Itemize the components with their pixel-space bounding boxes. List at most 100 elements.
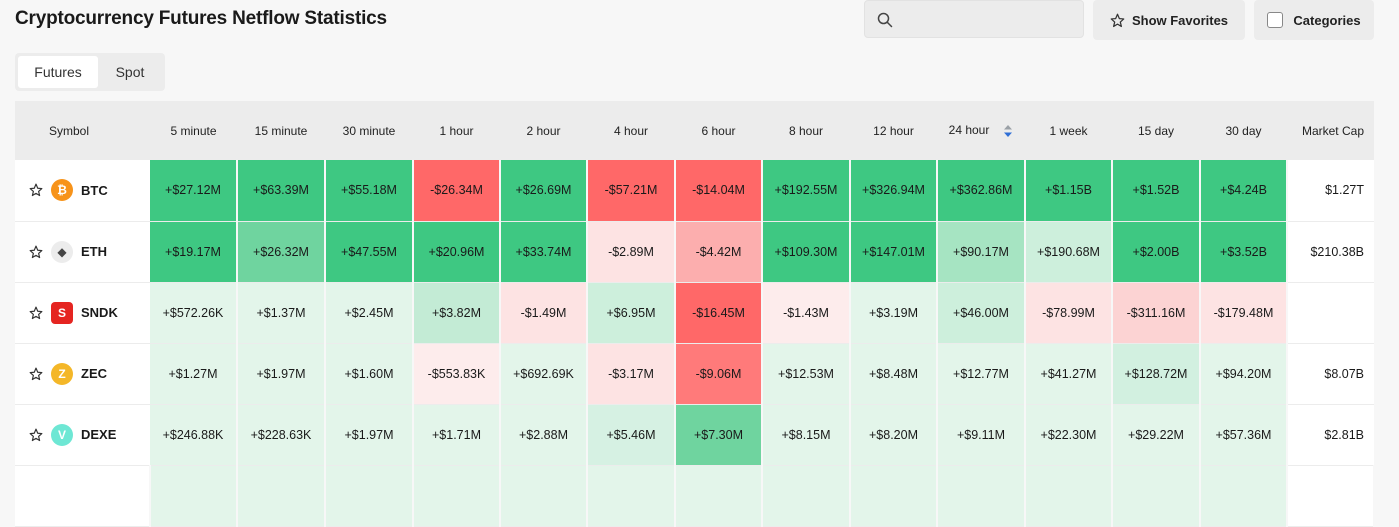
netflow-cell-15-minute: +$1.37M: [237, 282, 326, 344]
netflow-cell-15-minute: +$1.97M: [237, 343, 326, 405]
netflow-cell-5-minute: +$1.27M: [150, 343, 238, 405]
column-header-symbol[interactable]: Symbol: [49, 123, 90, 138]
netflow-cell-24-hour: +$90.17M: [937, 221, 1026, 283]
favorite-star-icon[interactable]: [29, 367, 43, 381]
netflow-cell-30-day: +$3.52B: [1200, 221, 1288, 283]
column-header-15-minute[interactable]: 15 minute: [254, 123, 308, 138]
netflow-cell-5-minute: +$572.26K: [150, 282, 238, 344]
partial-cell: [937, 465, 1026, 527]
dexe-icon: V: [51, 423, 73, 446]
netflow-cell-24-hour: +$46.00M: [937, 282, 1026, 344]
netflow-cell-12-hour: +$3.19M: [850, 282, 938, 344]
categories-label: Categories: [1293, 12, 1361, 28]
market-cap-cell: $1.27T: [1287, 160, 1374, 222]
netflow-cell-15-day: -$311.16M: [1112, 282, 1201, 344]
column-header-6-hour[interactable]: 6 hour: [701, 123, 736, 138]
netflow-cell-2-hour: -$1.49M: [500, 282, 588, 344]
column-header-15-day[interactable]: 15 day: [1137, 123, 1175, 138]
netflow-cell-4-hour: -$3.17M: [587, 343, 676, 405]
partial-cell: [850, 465, 938, 527]
search-box[interactable]: [864, 0, 1084, 38]
netflow-cell-1-hour: +$20.96M: [413, 221, 501, 283]
partial-cell: [325, 465, 414, 527]
netflow-cell-2-hour: +$692.69K: [500, 343, 588, 405]
search-input[interactable]: [901, 7, 1075, 33]
column-header-30-minute[interactable]: 30 minute: [342, 123, 396, 138]
symbol-cell: S SNDK: [15, 282, 150, 344]
market-cap-cell: $210.38B: [1287, 221, 1374, 283]
market-type-toggle: Futures Spot: [15, 53, 165, 91]
favorite-star-icon[interactable]: [29, 245, 43, 259]
show-favorites-label: Show Favorites: [1131, 12, 1229, 28]
table-row[interactable]: S SNDK +$572.26K +$1.37M +$2.45M +$3.82M -$1.4…: [15, 282, 1374, 344]
netflow-cell-2-hour: +$26.69M: [500, 160, 588, 222]
symbol-name: BTC: [81, 182, 108, 198]
netflow-cell-30-day: +$94.20M: [1200, 343, 1288, 405]
categories-checkbox[interactable]: [1267, 12, 1284, 28]
netflow-cell-30-minute: +$1.60M: [325, 343, 414, 405]
symbol-cell: ₿ BTC: [15, 160, 150, 222]
partial-cell: [413, 465, 501, 527]
table-row[interactable]: Z ZEC +$1.27M +$1.97M +$1.60M -$553.83K +$692.…: [15, 343, 1374, 405]
zcash-icon: Z: [51, 362, 73, 385]
symbol-cell: ◆ ETH: [15, 221, 150, 283]
partial-cell: [1025, 465, 1113, 527]
netflow-cell-5-minute: +$246.88K: [150, 404, 238, 466]
show-favorites-button[interactable]: Show Favorites: [1093, 0, 1245, 40]
column-header-2-hour[interactable]: 2 hour: [526, 123, 561, 138]
netflow-cell-24-hour: +$362.86M: [937, 160, 1026, 222]
table-row-partial: [15, 465, 1375, 527]
netflow-cell-2-hour: +$2.88M: [500, 404, 588, 466]
netflow-cell-15-day: +$2.00B: [1112, 221, 1201, 283]
market-cap-cell: $8.07B: [1287, 343, 1374, 405]
netflow-cell-6-hour: -$16.45M: [675, 282, 763, 344]
categories-button[interactable]: Categories: [1254, 0, 1374, 40]
netflow-cell-1-hour: +$1.71M: [413, 404, 501, 466]
netflow-cell-15-day: +$1.52B: [1112, 160, 1201, 222]
netflow-cell-15-day: +$128.72M: [1112, 343, 1201, 405]
column-header-1-hour[interactable]: 1 hour: [439, 123, 474, 138]
netflow-cell-12-hour: +$326.94M: [850, 160, 938, 222]
netflow-cell-12-hour: +$8.20M: [850, 404, 938, 466]
symbol-cell: V DEXE: [15, 404, 150, 466]
netflow-cell-6-hour: +$7.30M: [675, 404, 763, 466]
netflow-cell-12-hour: +$147.01M: [850, 221, 938, 283]
symbol-cell: Z ZEC: [15, 343, 150, 405]
market-cap-cell: $2.81B: [1287, 404, 1374, 466]
netflow-cell-1-hour: +$3.82M: [413, 282, 501, 344]
column-header-1-week[interactable]: 1 week: [1049, 123, 1088, 138]
netflow-cell-1-week: -$78.99M: [1025, 282, 1113, 344]
netflow-cell-1-hour: -$26.34M: [413, 160, 501, 222]
table-row[interactable]: ◆ ETH +$19.17M +$26.32M +$47.55M +$20.96M +$33…: [15, 221, 1374, 283]
ethereum-icon: ◆: [51, 240, 73, 263]
netflow-table: Symbol 5 minute 15 minute 30 minute 1 hour 2 …: [15, 101, 1375, 527]
column-header-5-minute[interactable]: 5 minute: [170, 123, 217, 138]
tab-spot[interactable]: Spot: [115, 64, 145, 80]
partial-cell: [15, 465, 151, 527]
netflow-cell-30-minute: +$1.97M: [325, 404, 414, 466]
column-header-8-hour[interactable]: 8 hour: [788, 123, 824, 138]
table-row[interactable]: ₿ BTC +$27.12M +$63.39M +$55.18M -$26.34M +$26…: [15, 160, 1374, 222]
favorite-star-icon[interactable]: [29, 183, 43, 197]
sort-icon[interactable]: [1003, 124, 1013, 138]
favorite-star-icon[interactable]: [29, 306, 43, 320]
partial-cell: [500, 465, 588, 527]
netflow-cell-24-hour: +$9.11M: [937, 404, 1026, 466]
netflow-cell-30-day: -$179.48M: [1200, 282, 1288, 344]
search-icon: [877, 12, 893, 28]
column-header-12-hour[interactable]: 12 hour: [873, 123, 914, 138]
netflow-cell-6-hour: -$14.04M: [675, 160, 763, 222]
netflow-cell-5-minute: +$27.12M: [150, 160, 238, 222]
table-header-row: Symbol 5 minute 15 minute 30 minute 1 hour 2 …: [15, 101, 1374, 160]
favorite-star-icon[interactable]: [29, 428, 43, 442]
tab-futures[interactable]: Futures: [18, 56, 98, 88]
netflow-cell-8-hour: +$192.55M: [762, 160, 851, 222]
star-icon: [1110, 13, 1125, 27]
column-header-30-day[interactable]: 30 day: [1225, 123, 1262, 138]
column-header-24-hour[interactable]: 24 hour: [937, 101, 1025, 160]
table-row[interactable]: V DEXE +$246.88K +$228.63K +$1.97M +$1.71M +$2…: [15, 404, 1374, 466]
partial-cell: [237, 465, 326, 527]
netflow-cell-15-minute: +$26.32M: [237, 221, 326, 283]
column-header-market-cap[interactable]: Market Cap: [1301, 123, 1364, 138]
column-header-4-hour[interactable]: 4 hour: [613, 123, 649, 138]
